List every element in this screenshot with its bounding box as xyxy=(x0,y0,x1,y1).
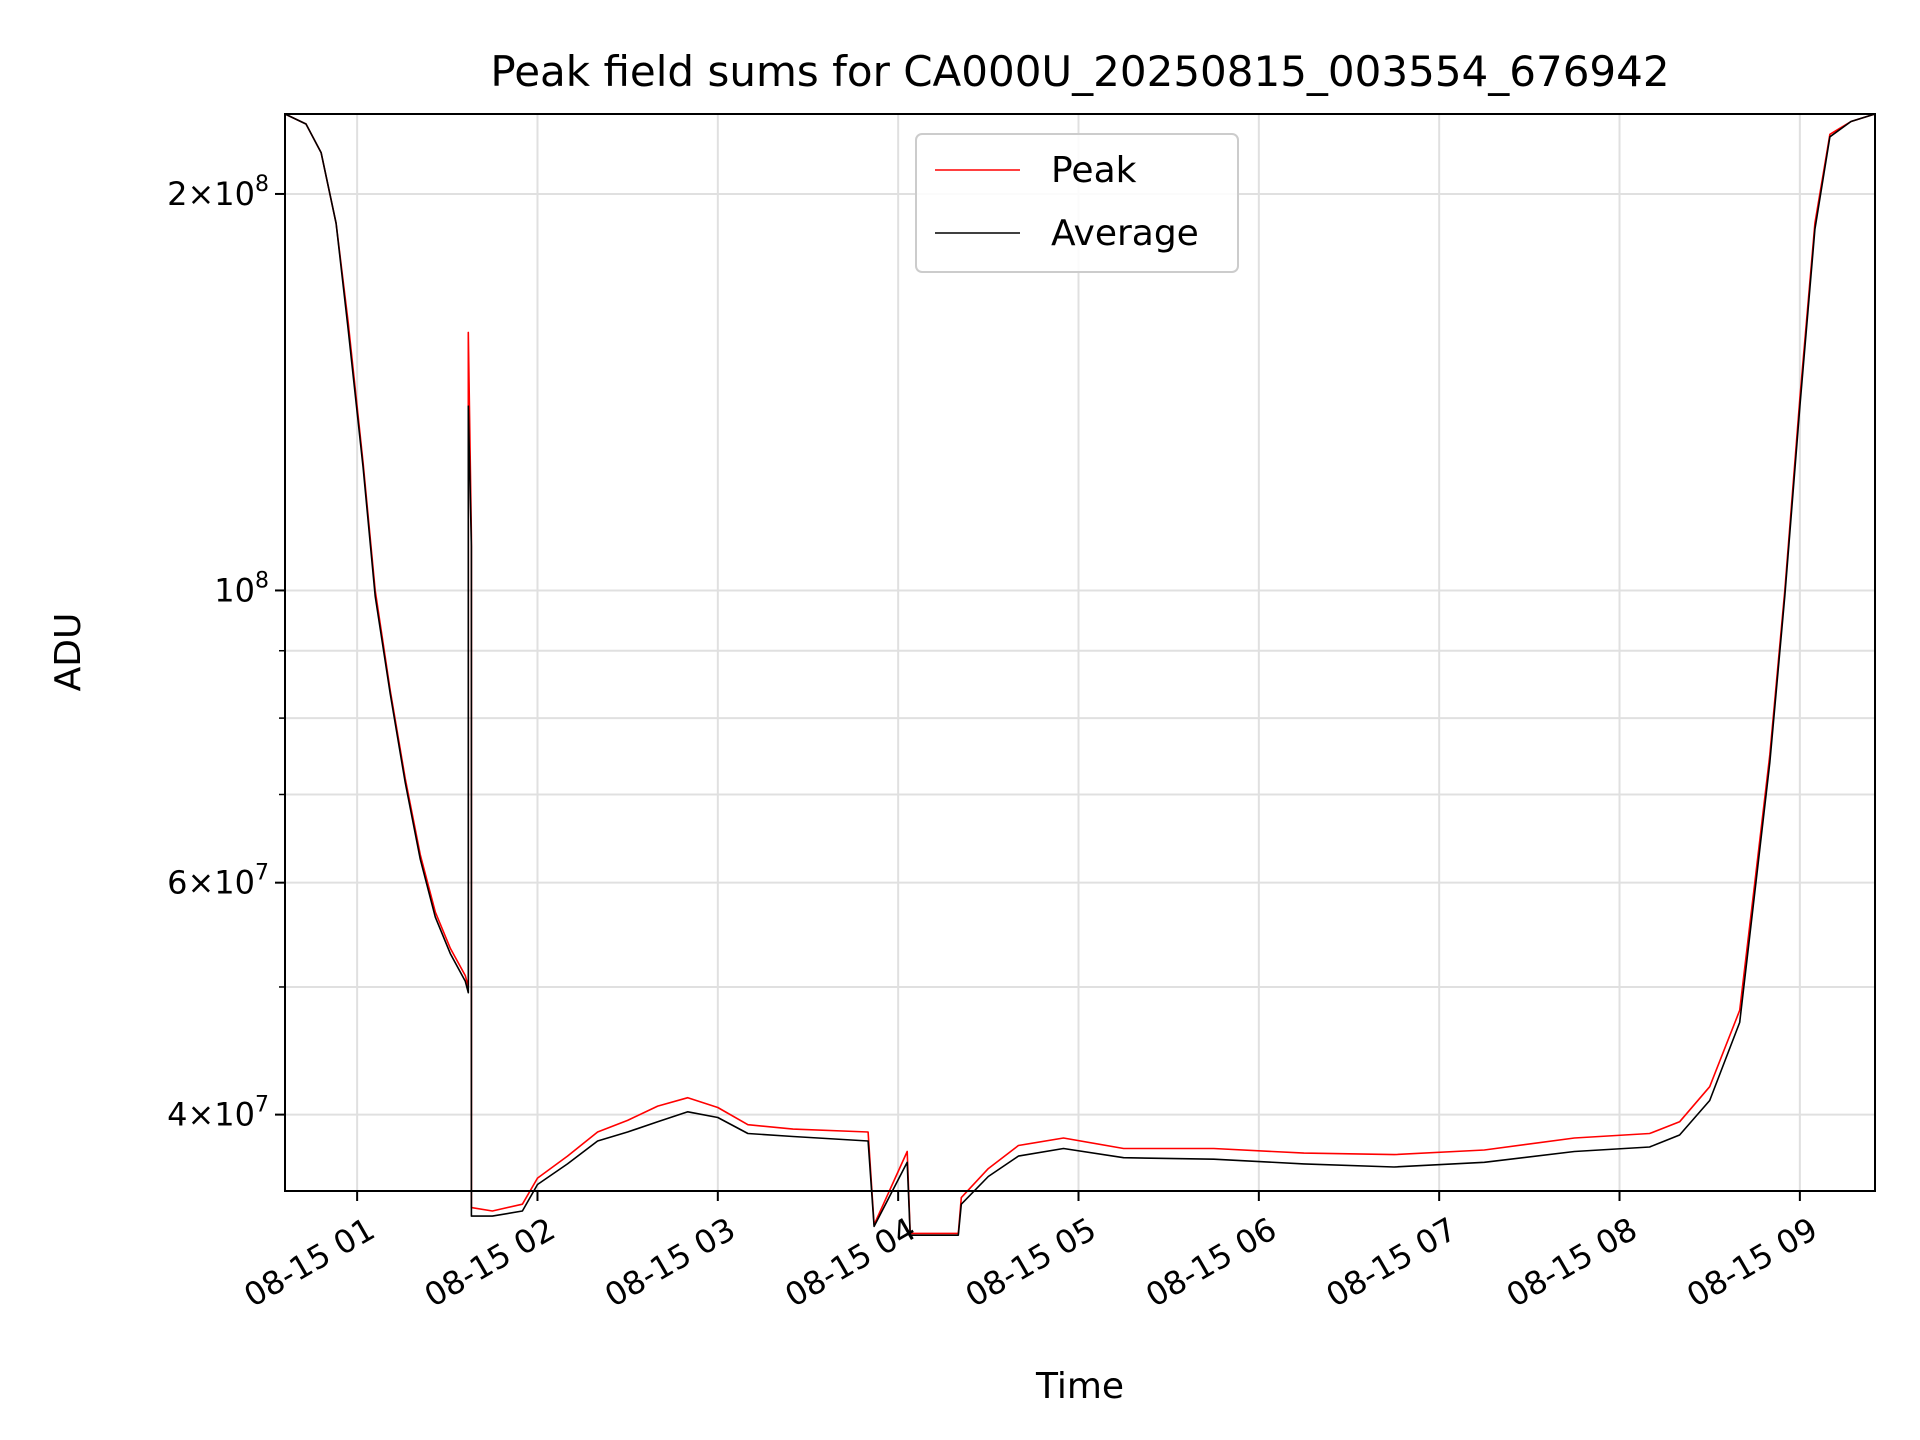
plot-frame xyxy=(284,113,1876,1192)
legend-box xyxy=(915,133,1239,273)
chart-title: Peak field sums for CA000U_20250815_0035… xyxy=(490,47,1669,96)
series-group xyxy=(284,113,1876,1236)
y-tick-label: 108 xyxy=(214,568,269,609)
legend-label-peak: Peak xyxy=(1051,150,1137,191)
series-line-peak xyxy=(284,113,1876,1235)
series-line-average xyxy=(284,113,1876,1236)
y-tick-label: 4×107 xyxy=(167,1093,269,1134)
legend: Peak Average xyxy=(915,133,1239,273)
legend-label-average: Average xyxy=(1051,213,1199,254)
y-tick-label: 6×107 xyxy=(167,861,269,902)
y-tick-label: 2×108 xyxy=(167,172,269,213)
y-axis-label: ADU xyxy=(48,613,89,692)
grid xyxy=(285,114,1875,1191)
x-axis-label: Time xyxy=(1035,1366,1124,1407)
